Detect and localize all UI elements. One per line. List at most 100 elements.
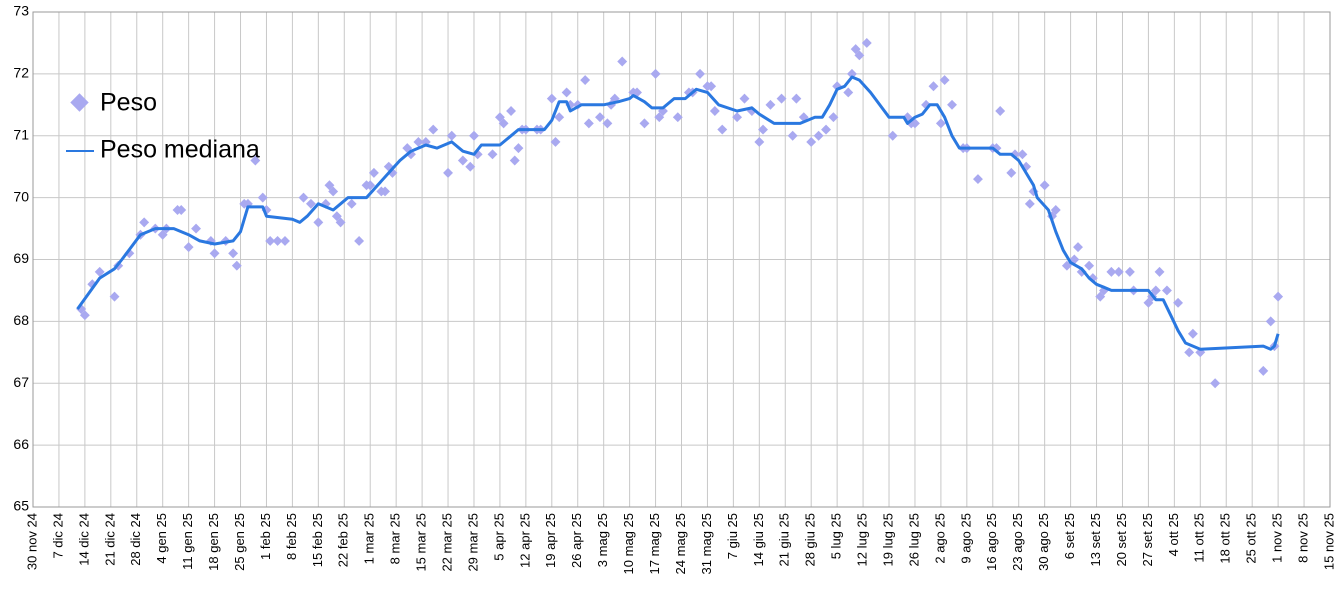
x-tick-label: 12 lug 25 bbox=[855, 513, 870, 567]
x-tick-label: 22 feb 25 bbox=[336, 513, 351, 567]
data-point bbox=[650, 68, 661, 79]
data-point bbox=[1050, 205, 1061, 215]
data-point bbox=[854, 50, 865, 61]
data-point bbox=[265, 235, 276, 246]
data-point bbox=[1150, 285, 1161, 296]
data-point bbox=[1154, 266, 1165, 277]
data-point bbox=[1124, 266, 1135, 277]
x-tick-label: 26 apr 25 bbox=[569, 513, 584, 568]
data-point bbox=[443, 167, 453, 178]
data-point bbox=[191, 223, 202, 234]
data-point bbox=[583, 118, 594, 129]
x-tick-label: 8 feb 25 bbox=[284, 513, 299, 560]
data-point bbox=[457, 155, 468, 166]
x-tick-label: 7 giu 25 bbox=[725, 513, 740, 559]
data-point bbox=[368, 167, 379, 178]
data-point bbox=[1273, 291, 1284, 302]
data-point bbox=[305, 198, 316, 209]
x-tick-label: 25 gen 25 bbox=[232, 513, 247, 571]
legend: Peso Peso mediana bbox=[66, 89, 260, 164]
x-tick-label: 3 mag 25 bbox=[595, 513, 610, 567]
data-point bbox=[947, 99, 957, 110]
data-point bbox=[806, 136, 817, 147]
data-point bbox=[580, 75, 591, 86]
x-tick-label: 27 set 25 bbox=[1140, 513, 1155, 567]
data-point bbox=[250, 155, 261, 166]
data-point bbox=[209, 248, 220, 259]
x-tick-label: 31 mag 25 bbox=[699, 513, 714, 574]
x-tick-label: 20 set 25 bbox=[1114, 513, 1129, 567]
data-point bbox=[995, 106, 1006, 116]
data-point bbox=[1265, 316, 1276, 327]
data-point bbox=[183, 242, 194, 253]
data-point bbox=[1076, 266, 1087, 277]
x-tick-label: 11 ott 25 bbox=[1192, 513, 1207, 563]
data-point bbox=[776, 93, 787, 104]
data-point bbox=[1210, 378, 1221, 389]
x-tick-label: 16 ago 25 bbox=[984, 513, 999, 571]
y-tick-label: 66 bbox=[13, 436, 29, 452]
x-tick-label: 19 lug 25 bbox=[880, 513, 895, 567]
data-point bbox=[758, 124, 768, 135]
x-tick-label: 11 gen 25 bbox=[180, 513, 195, 570]
data-point bbox=[354, 235, 365, 246]
x-tick-label: 14 giu 25 bbox=[751, 513, 766, 567]
data-point bbox=[506, 106, 516, 116]
data-point bbox=[413, 136, 424, 147]
y-tick-label: 69 bbox=[13, 250, 29, 266]
x-tick-label: 13 set 25 bbox=[1088, 513, 1103, 567]
y-tick-label: 71 bbox=[13, 126, 29, 142]
x-tick-label: 18 ott 25 bbox=[1218, 513, 1233, 564]
data-point bbox=[228, 248, 239, 259]
data-point bbox=[813, 130, 824, 141]
legend-label: Peso bbox=[100, 89, 157, 117]
data-point bbox=[709, 106, 720, 116]
data-point bbox=[861, 37, 872, 48]
data-point bbox=[847, 68, 857, 79]
data-point bbox=[335, 217, 346, 228]
data-point bbox=[139, 217, 150, 228]
data-point bbox=[706, 81, 717, 92]
data-point bbox=[298, 192, 309, 203]
x-tick-label: 1 feb 25 bbox=[258, 513, 273, 560]
data-point bbox=[1173, 297, 1184, 308]
data-point bbox=[1024, 198, 1035, 209]
data-point bbox=[639, 118, 650, 129]
x-tick-label: 15 mar 25 bbox=[414, 513, 429, 572]
data-point bbox=[446, 130, 457, 141]
data-point bbox=[554, 112, 565, 123]
x-tick-label: 19 apr 25 bbox=[543, 513, 558, 568]
data-point bbox=[791, 93, 802, 104]
data-point bbox=[231, 260, 242, 271]
data-point bbox=[1187, 328, 1198, 339]
x-tick-label: 1 mar 25 bbox=[362, 513, 377, 564]
data-point bbox=[754, 136, 765, 147]
x-tick-label: 8 mar 25 bbox=[388, 513, 403, 564]
legend-label: Peso mediana bbox=[100, 136, 260, 164]
data-point bbox=[1113, 266, 1124, 277]
x-tick-label: 14 dic 24 bbox=[76, 513, 91, 566]
x-tick-label: 6 set 25 bbox=[1062, 513, 1077, 559]
x-tick-label: 5 apr 25 bbox=[491, 513, 506, 561]
data-point bbox=[602, 118, 613, 129]
plot-frame bbox=[32, 11, 1331, 508]
data-point bbox=[465, 161, 476, 172]
x-tick-label: 18 gen 25 bbox=[206, 513, 221, 571]
data-point bbox=[1039, 180, 1050, 191]
legend-marker bbox=[70, 93, 89, 112]
data-point bbox=[595, 112, 605, 123]
data-point bbox=[176, 205, 187, 215]
x-tick-label: 21 giu 25 bbox=[777, 513, 792, 567]
data-point bbox=[1084, 260, 1095, 271]
x-tick-label: 15 feb 25 bbox=[310, 513, 325, 567]
x-tick-label: 28 giu 25 bbox=[803, 513, 818, 567]
x-tick-label: 30 nov 24 bbox=[24, 513, 39, 570]
x-tick-label: 7 dic 24 bbox=[50, 513, 65, 559]
x-tick-label: 17 mag 25 bbox=[647, 513, 662, 574]
x-tick-label: 8 nov 25 bbox=[1295, 513, 1310, 563]
data-point bbox=[787, 130, 798, 141]
data-point bbox=[887, 130, 898, 141]
x-tick-label: 10 mag 25 bbox=[621, 513, 636, 574]
data-point bbox=[328, 186, 339, 197]
